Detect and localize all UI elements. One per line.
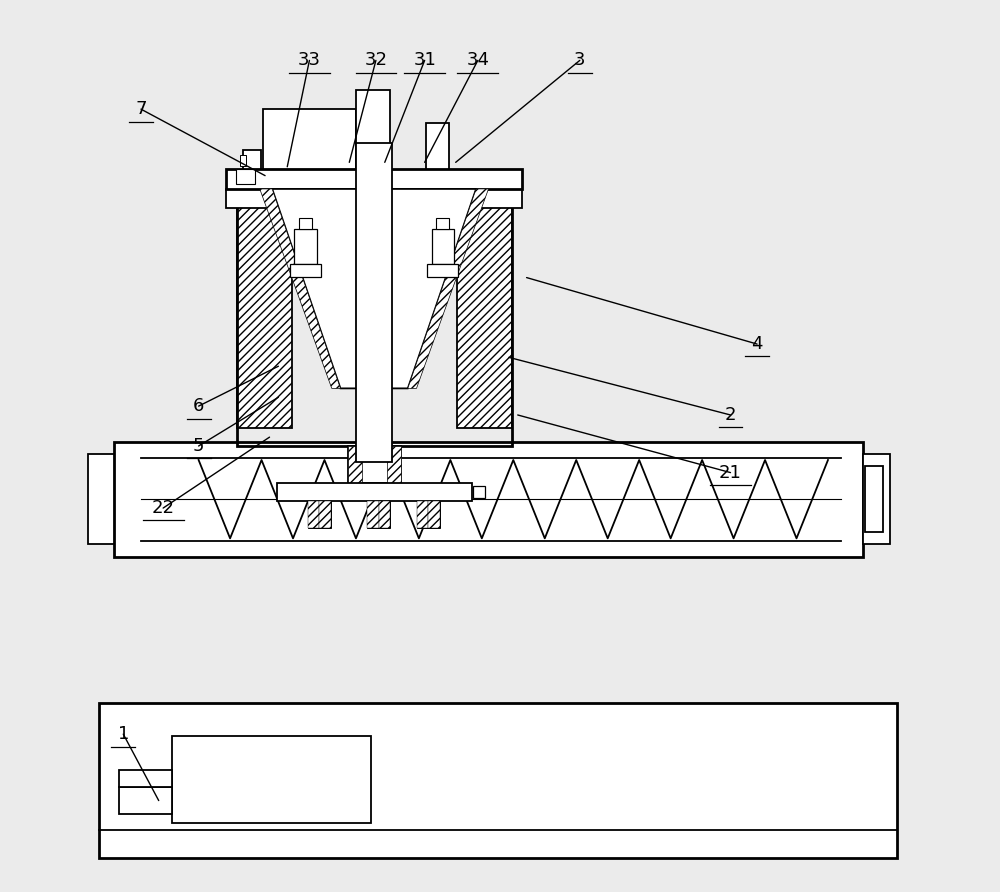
Text: 31: 31 xyxy=(413,52,436,70)
Bar xyxy=(367,501,390,527)
Bar xyxy=(417,501,428,527)
Bar xyxy=(436,219,449,229)
Bar xyxy=(865,467,883,532)
Bar xyxy=(237,189,292,428)
Text: 5: 5 xyxy=(193,437,204,455)
Bar xyxy=(277,483,472,501)
Bar xyxy=(348,446,401,483)
Text: 2: 2 xyxy=(725,406,736,424)
Bar xyxy=(88,454,114,544)
Text: 33: 33 xyxy=(298,52,321,70)
Bar xyxy=(367,501,379,527)
Text: 22: 22 xyxy=(152,499,175,517)
Bar xyxy=(299,219,312,229)
Bar xyxy=(237,189,512,446)
Text: 21: 21 xyxy=(719,464,742,482)
Bar xyxy=(226,169,522,189)
Bar xyxy=(294,229,317,264)
Bar xyxy=(356,90,390,169)
Bar xyxy=(863,454,890,544)
Bar xyxy=(240,155,246,166)
Bar xyxy=(308,501,331,527)
Text: 3: 3 xyxy=(574,52,586,70)
Bar xyxy=(427,264,458,277)
Bar xyxy=(119,770,172,788)
Bar xyxy=(457,189,512,428)
Bar xyxy=(290,264,321,277)
Bar xyxy=(243,150,261,169)
Text: 7: 7 xyxy=(135,100,147,118)
Bar xyxy=(172,736,371,822)
Bar xyxy=(114,442,863,557)
Bar xyxy=(473,486,485,499)
Bar xyxy=(236,169,255,184)
Text: 6: 6 xyxy=(193,397,204,415)
Text: 32: 32 xyxy=(364,52,387,70)
Bar xyxy=(432,229,454,264)
Bar xyxy=(387,446,401,483)
Polygon shape xyxy=(272,189,476,388)
Bar xyxy=(348,446,362,483)
Bar xyxy=(308,501,319,527)
Bar xyxy=(119,788,172,814)
Bar xyxy=(428,501,440,527)
Polygon shape xyxy=(408,189,488,388)
Text: 1: 1 xyxy=(118,725,129,743)
Text: 4: 4 xyxy=(751,335,763,353)
Text: 34: 34 xyxy=(466,52,489,70)
Bar xyxy=(263,109,356,169)
Bar xyxy=(426,123,449,169)
Bar xyxy=(379,501,390,527)
Bar xyxy=(319,501,331,527)
Bar xyxy=(356,143,392,462)
Bar xyxy=(99,703,897,858)
Bar xyxy=(417,501,440,527)
Polygon shape xyxy=(260,189,340,388)
Bar xyxy=(226,189,522,209)
